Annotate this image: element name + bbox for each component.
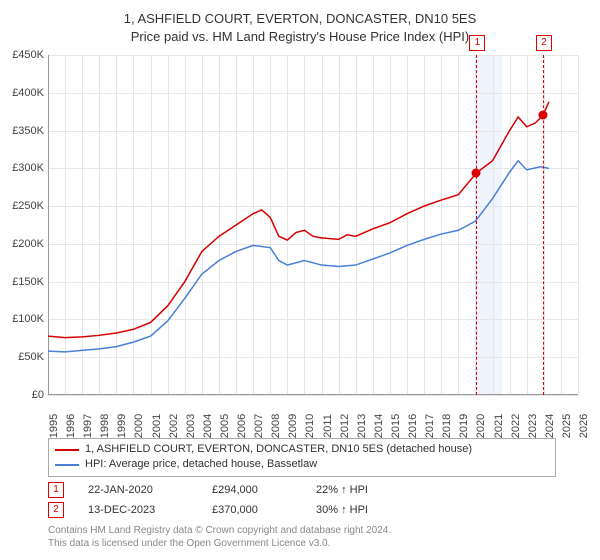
x-tick-label: 2026	[578, 414, 590, 438]
events-table: 1 22-JAN-2020 £294,000 22% ↑ HPI 2 13-DEC-202…	[48, 480, 406, 520]
x-tick-label: 2000	[133, 414, 145, 438]
event-table-row: 2 13-DEC-2023 £370,000 30% ↑ HPI	[48, 500, 406, 520]
event-row-badge: 2	[48, 502, 64, 518]
y-tick-label: £400K	[12, 87, 44, 99]
x-tick-label: 2022	[510, 414, 522, 438]
legend-swatch	[55, 449, 79, 451]
footer: Contains HM Land Registry data © Crown c…	[48, 524, 391, 550]
event-point	[472, 168, 481, 177]
x-tick-label: 2002	[168, 414, 180, 438]
event-marker-line	[543, 55, 544, 395]
x-tick-label: 1999	[116, 414, 128, 438]
x-tick-label: 2012	[339, 414, 351, 438]
x-tick-label: 2014	[373, 414, 385, 438]
x-tick-label: 2009	[287, 414, 299, 438]
event-badge: 1	[469, 35, 485, 51]
y-tick-label: £150K	[12, 276, 44, 288]
event-point	[538, 111, 547, 120]
plot-area: 12	[48, 55, 578, 395]
footer-line1: Contains HM Land Registry data © Crown c…	[48, 524, 391, 537]
x-tick-label: 2004	[202, 414, 214, 438]
x-tick-label: 2007	[253, 414, 265, 438]
x-axis-labels: 1995 1996 1997 1998 1999 2000 2001 2002 2003 2004…	[48, 398, 578, 438]
x-tick-label: 2001	[151, 414, 163, 438]
event-row-badge: 1	[48, 482, 64, 498]
series-line	[48, 102, 549, 338]
x-tick-label: 2020	[475, 414, 487, 438]
x-tick-label: 2018	[441, 414, 453, 438]
legend-item: HPI: Average price, detached house, Bass…	[55, 457, 549, 472]
legend-label: 1, ASHFIELD COURT, EVERTON, DONCASTER, D…	[85, 442, 472, 457]
x-tick-label: 1996	[65, 414, 77, 438]
event-row-price: £370,000	[212, 504, 292, 516]
event-row-date: 22-JAN-2020	[88, 484, 188, 496]
x-tick-label: 2013	[356, 414, 368, 438]
title-line2: Price paid vs. HM Land Registry's House …	[0, 28, 600, 46]
x-tick-label: 2016	[407, 414, 419, 438]
footer-line2: This data is licensed under the Open Gov…	[48, 537, 391, 550]
x-tick-label: 2017	[424, 414, 436, 438]
x-tick-label: 2005	[219, 414, 231, 438]
event-row-pct: 22% ↑ HPI	[316, 484, 406, 496]
y-tick-label: £350K	[12, 125, 44, 137]
legend-swatch	[55, 464, 79, 466]
x-tick-label: 2019	[458, 414, 470, 438]
x-tick-label: 1995	[48, 414, 60, 438]
y-axis-labels: £0£50K£100K£150K£200K£250K£300K£350K£400…	[0, 55, 46, 395]
x-tick-label: 2025	[561, 414, 573, 438]
x-tick-label: 2006	[236, 414, 248, 438]
y-tick-label: £300K	[12, 162, 44, 174]
event-badge: 2	[536, 35, 552, 51]
x-tick-label: 2021	[493, 414, 505, 438]
x-tick-label: 2011	[322, 414, 334, 438]
x-tick-label: 1997	[82, 414, 94, 438]
event-table-row: 1 22-JAN-2020 £294,000 22% ↑ HPI	[48, 480, 406, 500]
legend-item: 1, ASHFIELD COURT, EVERTON, DONCASTER, D…	[55, 442, 549, 457]
x-tick-label: 2015	[390, 414, 402, 438]
legend-label: HPI: Average price, detached house, Bass…	[85, 457, 317, 472]
chart-container: 1, ASHFIELD COURT, EVERTON, DONCASTER, D…	[0, 0, 600, 560]
event-row-date: 13-DEC-2023	[88, 504, 188, 516]
y-tick-label: £0	[32, 389, 44, 401]
y-tick-label: £100K	[12, 313, 44, 325]
x-tick-label: 1998	[99, 414, 111, 438]
y-tick-label: £200K	[12, 238, 44, 250]
y-tick-label: £250K	[12, 200, 44, 212]
event-row-pct: 30% ↑ HPI	[316, 504, 406, 516]
series-line	[48, 161, 549, 352]
legend: 1, ASHFIELD COURT, EVERTON, DONCASTER, D…	[48, 438, 556, 477]
event-marker-line	[476, 55, 477, 395]
x-tick-label: 2003	[185, 414, 197, 438]
x-tick-label: 2010	[304, 414, 316, 438]
x-tick-label: 2008	[270, 414, 282, 438]
title-line1: 1, ASHFIELD COURT, EVERTON, DONCASTER, D…	[0, 10, 600, 28]
event-row-price: £294,000	[212, 484, 292, 496]
x-tick-label: 2023	[527, 414, 539, 438]
title-block: 1, ASHFIELD COURT, EVERTON, DONCASTER, D…	[0, 0, 600, 45]
y-tick-label: £50K	[18, 351, 44, 363]
y-tick-label: £450K	[12, 49, 44, 61]
x-tick-label: 2024	[544, 414, 556, 438]
